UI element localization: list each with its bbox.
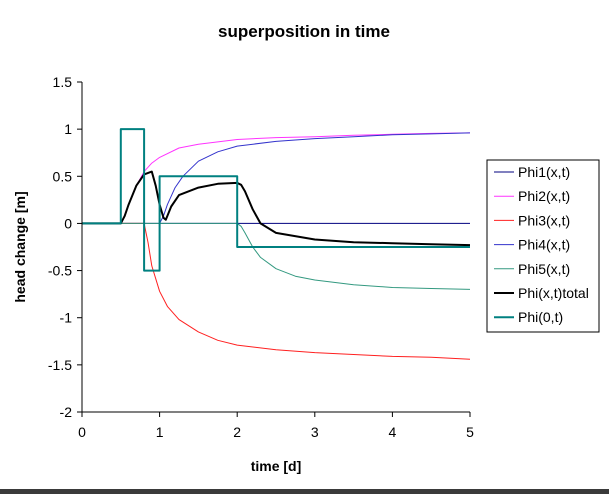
y-tick-label: -0.5	[48, 263, 72, 279]
x-tick-label: 2	[233, 424, 241, 440]
y-tick-label: -1.5	[48, 357, 72, 373]
x-tick-label: 1	[156, 424, 164, 440]
legend-label: Phi5(x,t)	[518, 261, 570, 277]
x-tick-label: 5	[466, 424, 474, 440]
legend-label: Phi4(x,t)	[518, 237, 570, 253]
tick-layer: -2 -1.5 -1 -0.5 0 0.5 1 1.5 0 1 2 3 4 5	[48, 74, 474, 440]
x-tick-label: 4	[389, 424, 397, 440]
bottom-border	[0, 489, 609, 494]
series-line-3	[82, 222, 471, 360]
legend-label: Phi(0,t)	[518, 309, 563, 325]
y-tick-label: -2	[60, 404, 73, 420]
legend-label: Phi2(x,t)	[518, 188, 570, 204]
x-axis-label: time [d]	[251, 458, 302, 474]
y-axis-label: head change [m]	[12, 191, 28, 302]
legend: Phi1(x,t) Phi2(x,t) Phi3(x,t) Phi4(x,t) Phi5…	[486, 159, 600, 333]
series-line-7	[82, 128, 470, 272]
legend-label: Phi(x,t)total	[518, 285, 589, 301]
y-tick-label: 1.5	[53, 74, 73, 90]
series-line-4	[159, 132, 471, 224]
legend-box	[486, 159, 600, 333]
x-tick-label: 0	[78, 424, 86, 440]
legend-label: Phi1(x,t)	[518, 164, 570, 180]
series-line-6	[82, 170, 471, 247]
y-tick-label: -1	[60, 310, 73, 326]
series-layer	[82, 128, 471, 360]
legend-label: Phi3(x,t)	[518, 212, 570, 228]
y-tick-label: 1	[64, 121, 72, 137]
x-tick-label: 3	[311, 424, 319, 440]
y-tick-label: 0.5	[53, 168, 73, 184]
chart-title: superposition in time	[218, 22, 390, 41]
series-line-5	[82, 222, 471, 290]
y-tick-label: 0	[64, 215, 72, 231]
